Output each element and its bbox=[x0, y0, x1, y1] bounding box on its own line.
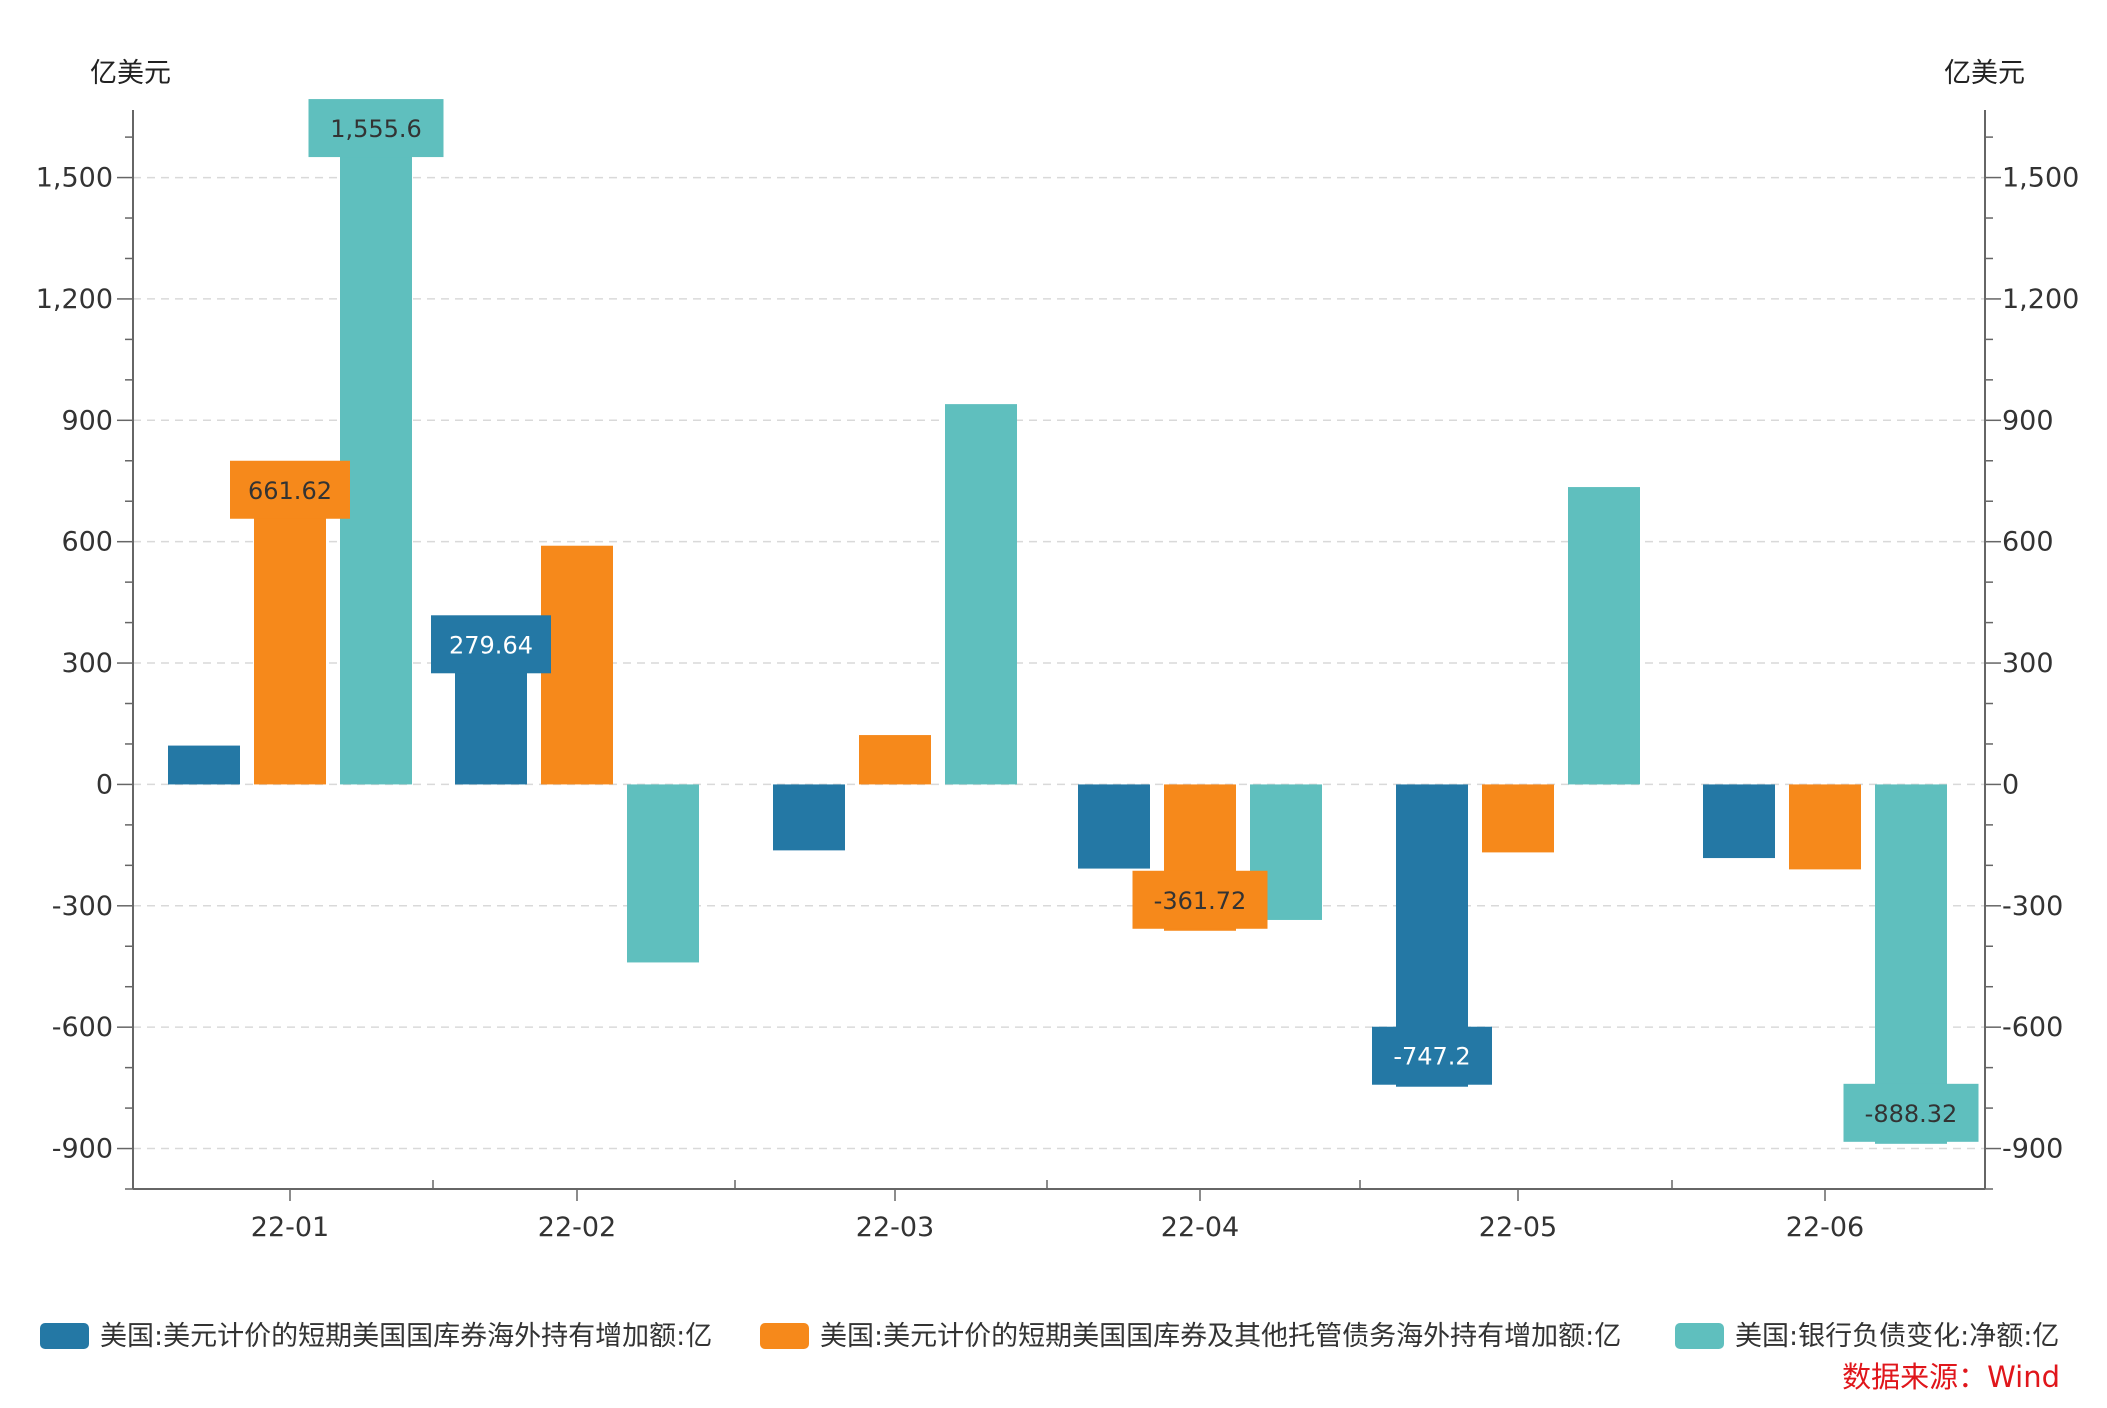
legend-label: 美国:银行负债变化:净额:亿 bbox=[1735, 1321, 2059, 1352]
bar-s1-22-03 bbox=[773, 784, 845, 851]
x-tick-label-22-01: 22-01 bbox=[251, 1212, 329, 1243]
data-label-text: 1,555.6 bbox=[330, 115, 422, 143]
bar-s3-22-01 bbox=[340, 155, 412, 785]
data-label-1,555.6: 1,555.6 bbox=[308, 99, 444, 158]
bar-s1-22-01 bbox=[168, 745, 240, 785]
bar-s1-22-02 bbox=[455, 671, 527, 785]
legend-label: 美国:美元计价的短期美国国库券海外持有增加额:亿 bbox=[100, 1321, 712, 1352]
bar-s2-22-02 bbox=[541, 545, 613, 785]
y-tick-label-left: -300 bbox=[52, 891, 113, 922]
y-tick-label-right: 1,200 bbox=[2002, 284, 2079, 315]
data-label--361.72: -361.72 bbox=[1132, 870, 1268, 929]
legend-swatch bbox=[760, 1323, 809, 1349]
x-tick-label-22-06: 22-06 bbox=[1786, 1212, 1864, 1243]
x-tick-label-22-04: 22-04 bbox=[1161, 1212, 1239, 1243]
legend-item-1: 美国:美元计价的短期美国国库券海外持有增加额:亿 bbox=[40, 1321, 712, 1352]
y-tick-label-right: -600 bbox=[2002, 1012, 2063, 1043]
legend: 美国:美元计价的短期美国国库券海外持有增加额:亿 美国:美元计价的短期美国国库券及… bbox=[40, 1321, 2059, 1352]
bar-s1-22-06 bbox=[1703, 784, 1775, 859]
y-tick-label-right: 1,500 bbox=[2002, 163, 2079, 194]
data-label-box bbox=[431, 615, 551, 674]
bar-s3-22-03 bbox=[945, 404, 1017, 785]
y-tick-label-right: 600 bbox=[2002, 527, 2054, 558]
y-tick-label-left: 300 bbox=[61, 648, 113, 679]
data-label-box bbox=[1843, 1083, 1979, 1142]
legend-item-3: 美国:银行负债变化:净额:亿 bbox=[1675, 1321, 2059, 1352]
legend-label: 美国:美元计价的短期美国国库券及其他托管债务海外持有增加额:亿 bbox=[820, 1321, 1621, 1352]
bar-s3-22-05 bbox=[1568, 487, 1640, 785]
bar-s2-22-06 bbox=[1789, 784, 1861, 870]
legend-item-2: 美国:美元计价的短期美国国库券及其他托管债务海外持有增加额:亿 bbox=[760, 1321, 1621, 1352]
x-tick-label-22-02: 22-02 bbox=[538, 1212, 616, 1243]
y-tick-label-left: 1,200 bbox=[36, 284, 113, 315]
bar-s1-22-04 bbox=[1078, 784, 1150, 869]
y-tick-label-right: -900 bbox=[2002, 1134, 2063, 1165]
y-tick-label-left: 600 bbox=[61, 527, 113, 558]
legend-swatch bbox=[40, 1323, 89, 1349]
data-label-box bbox=[1132, 870, 1268, 929]
y-tick-label-left: 1,500 bbox=[36, 163, 113, 194]
data-label-box bbox=[308, 99, 444, 158]
data-label-279.64: 279.64 bbox=[431, 615, 551, 674]
axes: -900 -900 -600 -600 -300 -300 0 0 300 300 600 600 90… bbox=[36, 110, 2079, 1243]
data-label--888.32: -888.32 bbox=[1843, 1083, 1979, 1142]
y-axis-unit-right: 亿美元 bbox=[1944, 58, 2025, 89]
data-label-box bbox=[1372, 1026, 1492, 1085]
data-label-661.62: 661.62 bbox=[230, 460, 350, 519]
data-label-text: 279.64 bbox=[449, 631, 533, 659]
y-tick-label-left: -900 bbox=[52, 1134, 113, 1165]
y-tick-label-right: 0 bbox=[2002, 769, 2019, 800]
data-source-note: 数据来源：Wind bbox=[1842, 1360, 2060, 1394]
y-tick-label-right: 900 bbox=[2002, 405, 2054, 436]
bar-s2-22-01 bbox=[254, 516, 326, 785]
data-label--747.2: -747.2 bbox=[1372, 1026, 1492, 1085]
y-tick-label-left: 0 bbox=[96, 769, 113, 800]
y-tick-label-left: 900 bbox=[61, 405, 113, 436]
y-tick-label-right: -300 bbox=[2002, 891, 2063, 922]
y-tick-label-right: 300 bbox=[2002, 648, 2054, 679]
x-tick-label-22-05: 22-05 bbox=[1479, 1212, 1557, 1243]
data-label-text: -361.72 bbox=[1154, 887, 1247, 915]
y-tick-label-left: -600 bbox=[52, 1012, 113, 1043]
y-axis-unit-left: 亿美元 bbox=[90, 58, 171, 89]
data-label-text: -888.32 bbox=[1865, 1100, 1958, 1128]
data-label-box bbox=[230, 460, 350, 519]
data-label-text: -747.2 bbox=[1393, 1043, 1470, 1071]
bar-s2-22-05 bbox=[1482, 784, 1554, 853]
legend-swatch bbox=[1675, 1323, 1724, 1349]
bar-s3-22-02 bbox=[627, 784, 699, 963]
bar-s2-22-03 bbox=[859, 735, 931, 785]
x-tick-label-22-03: 22-03 bbox=[856, 1212, 934, 1243]
data-labels: 279.64 -747.2 661.62 -361.72 1,555.6 -888.32 bbox=[230, 99, 1979, 1142]
data-label-text: 661.62 bbox=[248, 477, 332, 505]
